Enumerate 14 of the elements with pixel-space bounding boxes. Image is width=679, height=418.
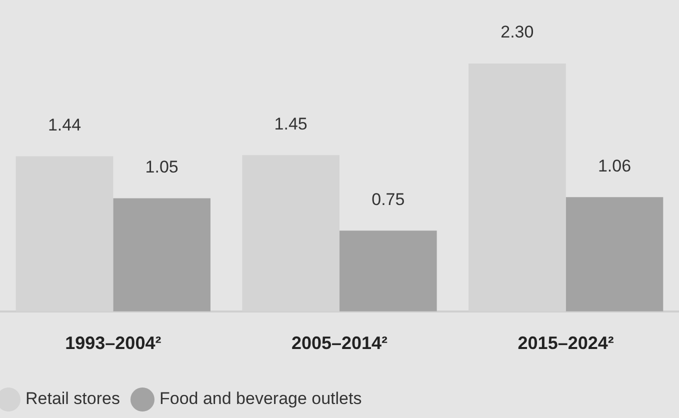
data-label: 2.30: [500, 22, 534, 42]
data-label: 1.05: [145, 157, 178, 176]
data-label: 1.45: [274, 114, 308, 134]
data-label: 1.44: [48, 115, 82, 134]
x-tick-label: 2015–2024²: [518, 333, 614, 354]
data-label: 1.06: [598, 156, 632, 176]
x-tick-label: 1993–2004²: [65, 333, 162, 354]
legend-label: Retail stores: [26, 389, 120, 408]
data-label: 0.75: [372, 190, 405, 209]
bar: [113, 198, 210, 312]
legend-label: Food and beverage outlets: [159, 389, 362, 408]
x-tick-label: 2005–2014²: [291, 333, 388, 354]
bar: [566, 197, 664, 312]
bar: [340, 230, 437, 312]
